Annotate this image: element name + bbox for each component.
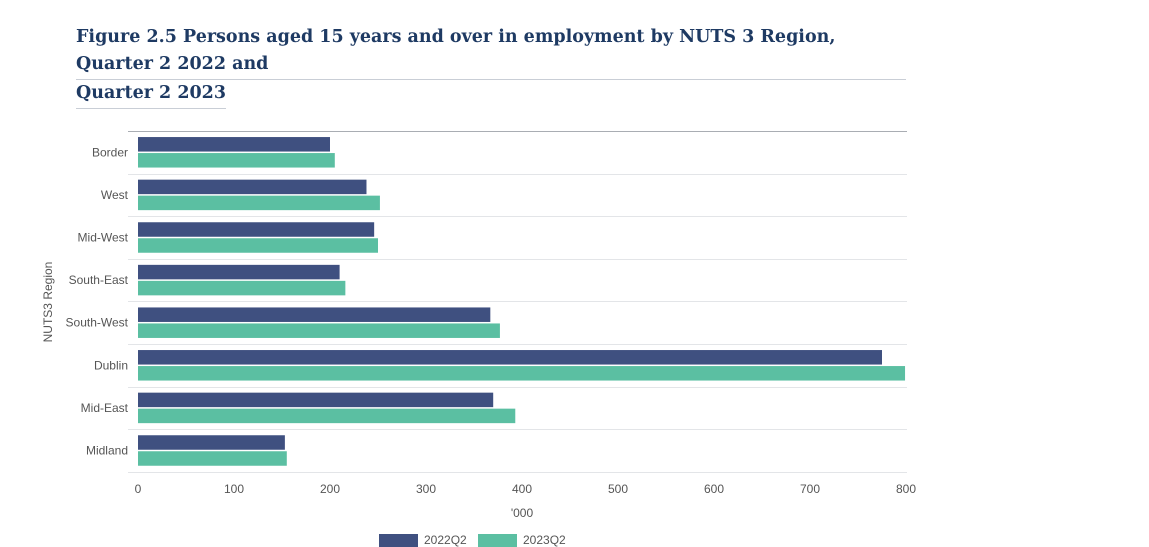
legend-label-2022Q2: 2022Q2 (424, 533, 467, 547)
bar-2022Q2 (138, 392, 494, 408)
x-tick-label: 0 (135, 482, 142, 496)
bars (138, 137, 906, 466)
category-label: Border (92, 145, 128, 159)
bar-2022Q2 (138, 137, 330, 152)
figure-title: Figure 2.5 Persons aged 15 years and ove… (76, 24, 906, 109)
bar-2022Q2 (138, 264, 340, 280)
x-tick-label: 800 (896, 482, 916, 496)
category-labels: Border West Mid-West South-East South-West Du… (66, 145, 129, 457)
legend-swatch-2022Q2 (379, 534, 418, 547)
grid-lines (128, 174, 907, 473)
bar-2023Q2 (138, 451, 287, 466)
bar-2023Q2 (138, 408, 516, 424)
legend-swatch-2023Q2 (478, 534, 517, 547)
bar-2022Q2 (138, 350, 882, 365)
legend-label-2023Q2: 2023Q2 (523, 533, 566, 547)
x-tick-labels: 0 100 200 300 400 500 600 700 800 (135, 482, 917, 496)
bar-2022Q2 (138, 307, 491, 322)
category-label: Dublin (94, 358, 128, 372)
x-tick-label: 200 (320, 482, 340, 496)
x-tick-label: 700 (800, 482, 820, 496)
x-axis-title: '000 (511, 506, 534, 520)
figure-title-line-2: Quarter 2 2023 (76, 80, 227, 109)
category-label: South-West (66, 316, 129, 330)
bar-2023Q2 (138, 195, 380, 211)
bar-2023Q2 (138, 280, 346, 296)
bar-2022Q2 (138, 222, 375, 237)
bar-2023Q2 (138, 238, 378, 253)
bar-2022Q2 (138, 435, 285, 450)
category-label: South-East (69, 273, 129, 287)
bar-2022Q2 (138, 179, 367, 195)
x-tick-label: 500 (608, 482, 628, 496)
figure-title-line-1: Figure 2.5 Persons aged 15 years and ove… (76, 24, 906, 80)
bar-2023Q2 (138, 153, 335, 168)
legend: 2022Q2 2023Q2 (379, 533, 566, 547)
x-tick-label: 400 (512, 482, 532, 496)
x-tick-label: 100 (224, 482, 244, 496)
category-label: Midland (86, 444, 128, 458)
category-label: Mid-East (81, 401, 129, 415)
bar-2023Q2 (138, 323, 500, 338)
category-label: West (101, 188, 129, 202)
category-label: Mid-West (78, 231, 129, 245)
x-tick-label: 600 (704, 482, 724, 496)
x-tick-label: 300 (416, 482, 436, 496)
y-axis-title: NUTS3 Region (41, 262, 55, 343)
bar-2023Q2 (138, 366, 906, 381)
